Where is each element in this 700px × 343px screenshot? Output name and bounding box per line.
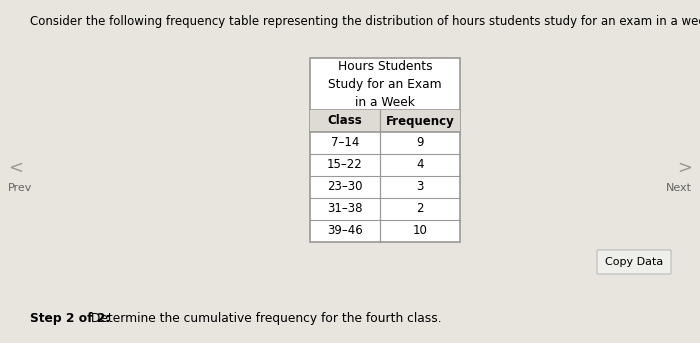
FancyBboxPatch shape [597, 250, 671, 274]
Text: 10: 10 [412, 225, 428, 237]
Bar [310, 58, 460, 242]
Text: Consider the following frequency table representing the distribution of hours st: Consider the following frequency table r… [30, 15, 700, 28]
Text: 15–22: 15–22 [327, 158, 363, 172]
Text: 23–30: 23–30 [328, 180, 363, 193]
Text: 4: 4 [416, 158, 424, 172]
Text: >: > [677, 159, 692, 177]
Text: Copy Data: Copy Data [605, 257, 663, 267]
Text: 3: 3 [416, 180, 424, 193]
Text: Prev: Prev [8, 183, 32, 193]
Text: Hours Students
Study for an Exam
in a Week: Hours Students Study for an Exam in a We… [328, 60, 442, 109]
Text: Determine the cumulative frequency for the fourth class.: Determine the cumulative frequency for t… [87, 312, 442, 325]
Bar [310, 110, 460, 132]
Text: 9: 9 [416, 137, 424, 150]
Text: 39–46: 39–46 [327, 225, 363, 237]
Text: <: < [8, 159, 23, 177]
Text: Next: Next [666, 183, 692, 193]
Text: Step 2 of 2:: Step 2 of 2: [30, 312, 111, 325]
Text: Class: Class [328, 115, 363, 128]
Text: Frequency: Frequency [386, 115, 454, 128]
Text: 2: 2 [416, 202, 424, 215]
Text: 31–38: 31–38 [328, 202, 363, 215]
Text: 7–14: 7–14 [331, 137, 359, 150]
